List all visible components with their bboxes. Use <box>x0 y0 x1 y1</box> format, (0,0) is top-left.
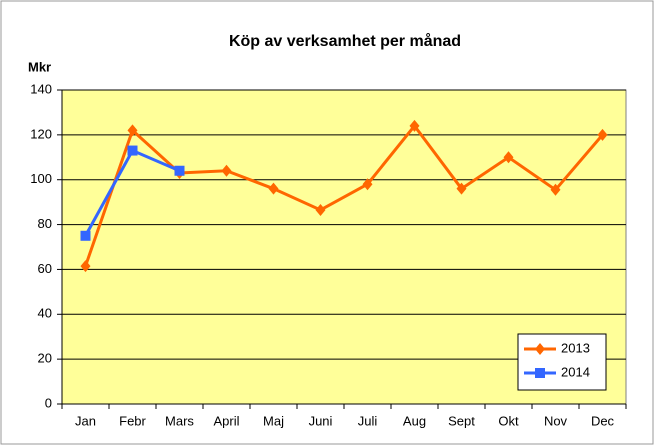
x-tick-label: Dec <box>591 413 615 428</box>
y-tick-label: 100 <box>30 171 52 186</box>
x-tick-label: Sept <box>448 413 475 428</box>
y-tick-label: 80 <box>38 216 52 231</box>
legend-box <box>517 333 607 391</box>
legend-marker <box>535 343 545 355</box>
legend-marker <box>535 368 545 378</box>
x-tick-label: April <box>213 413 239 428</box>
x-tick-label: Jan <box>75 413 96 428</box>
data-point <box>503 151 514 164</box>
x-tick-label: Febr <box>119 413 146 428</box>
y-tick-label: 40 <box>38 306 52 321</box>
x-tick-label: Juni <box>309 413 333 428</box>
data-point <box>362 178 373 191</box>
data-point <box>80 260 91 273</box>
y-tick-label: 60 <box>38 261 52 276</box>
data-point <box>80 230 91 241</box>
data-point <box>127 124 138 137</box>
x-tick-label: Mars <box>165 413 194 428</box>
data-point <box>127 145 138 156</box>
data-point <box>597 128 608 141</box>
legend-label: 2014 <box>561 364 590 379</box>
data-point <box>315 203 326 216</box>
x-tick-label: Aug <box>403 413 426 428</box>
y-tick-label: 120 <box>30 126 52 141</box>
x-tick-label: Okt <box>498 413 519 428</box>
y-tick-label: 140 <box>30 81 52 96</box>
x-tick-label: Maj <box>263 413 284 428</box>
y-tick-label: 20 <box>38 351 52 366</box>
x-tick-label: Juli <box>358 413 378 428</box>
chart-title: Köp av verksamhet per månad <box>229 32 461 50</box>
data-point <box>409 119 420 132</box>
data-point <box>550 183 561 196</box>
data-point <box>456 182 467 195</box>
y-tick-label: 0 <box>45 395 52 410</box>
legend-label: 2013 <box>561 340 590 355</box>
data-point <box>221 164 232 177</box>
x-tick-label: Nov <box>544 413 568 428</box>
y-axis-label: Mkr <box>28 59 51 74</box>
data-point <box>174 165 185 176</box>
data-point <box>268 182 279 195</box>
